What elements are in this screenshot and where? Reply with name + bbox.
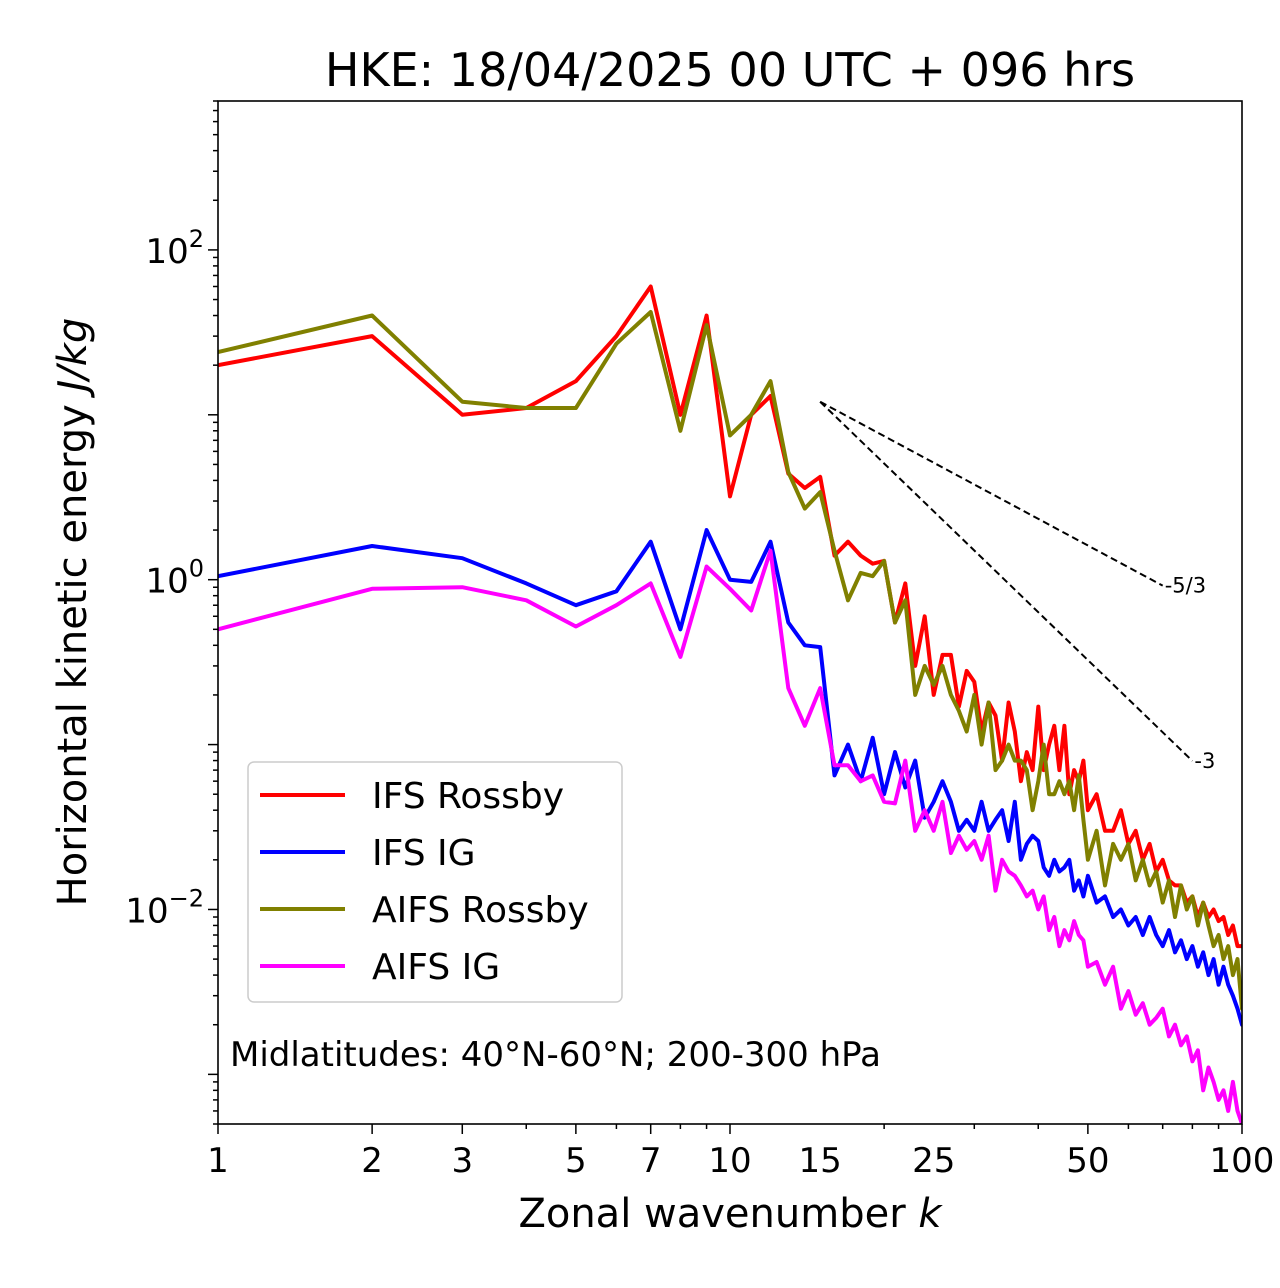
x-axis-label-var: k bbox=[918, 1191, 943, 1237]
x-axis-label: Zonal wavenumber k bbox=[518, 1191, 943, 1237]
reference-slope-line bbox=[819, 401, 1194, 762]
y-tick-exponent: 0 bbox=[189, 555, 204, 583]
legend-box bbox=[247, 761, 623, 1003]
x-tick-label: 10 bbox=[708, 1141, 751, 1181]
reference-labels: -5/3 -3 bbox=[1165, 574, 1216, 773]
x-tick-label: 15 bbox=[799, 1141, 842, 1181]
y-tick-base: 10 bbox=[145, 562, 188, 602]
y-axis-label-unit: J/kg bbox=[50, 318, 96, 399]
reference-lines bbox=[819, 400, 1194, 762]
x-axis-label-text: Zonal wavenumber bbox=[518, 1191, 918, 1237]
series-line-ifs-ig bbox=[218, 528, 1242, 1027]
series-lines bbox=[218, 284, 1242, 1124]
y-tick-label: 102 bbox=[145, 225, 204, 272]
x-tick-label: 3 bbox=[451, 1141, 473, 1181]
x-tick-label: 100 bbox=[1210, 1141, 1275, 1181]
y-axis-label: Horizontal kinetic energy J/kg bbox=[50, 318, 96, 907]
y-tick-label: 100 bbox=[145, 555, 204, 602]
x-tick-label: 1 bbox=[207, 1141, 229, 1181]
series-line-aifs-rossby bbox=[218, 310, 1242, 1011]
x-tick-label: 5 bbox=[565, 1141, 587, 1181]
y-tick-base: 10 bbox=[125, 891, 168, 931]
legend: IFS Rossby IFS IG AIFS Rossby AIFS IG bbox=[247, 761, 623, 1003]
y-tick-exponent: −2 bbox=[169, 884, 204, 912]
region-annotation: Midlatitudes: 40°N-60°N; 200-300 hPa bbox=[230, 1035, 881, 1075]
x-tick-label: 7 bbox=[640, 1141, 662, 1181]
y-tick-label: 10−2 bbox=[125, 884, 204, 931]
legend-label: AIFS IG bbox=[372, 947, 500, 988]
y-tick-exponent: 2 bbox=[189, 225, 204, 253]
x-tick-label: 50 bbox=[1066, 1141, 1109, 1181]
legend-label: AIFS Rossby bbox=[372, 890, 589, 931]
series-line-aifs-ig bbox=[218, 548, 1242, 1124]
y-tick-base: 10 bbox=[145, 232, 188, 272]
x-tick-label: 25 bbox=[912, 1141, 955, 1181]
y-axis-label-text: Horizontal kinetic energy bbox=[50, 392, 96, 907]
legend-label: IFS IG bbox=[372, 833, 476, 874]
chart-title: HKE: 18/04/2025 00 UTC + 096 hrs bbox=[325, 43, 1135, 97]
reference-slope-label: -5/3 bbox=[1165, 574, 1206, 598]
legend-label: IFS Rossby bbox=[372, 776, 564, 817]
reference-slope-label: -3 bbox=[1194, 749, 1215, 773]
x-axis: 1 2 3 5 7 10 15 25 50 100 bbox=[207, 1124, 1274, 1181]
x-tick-label: 2 bbox=[361, 1141, 383, 1181]
reference-slope-line bbox=[819, 400, 1164, 587]
